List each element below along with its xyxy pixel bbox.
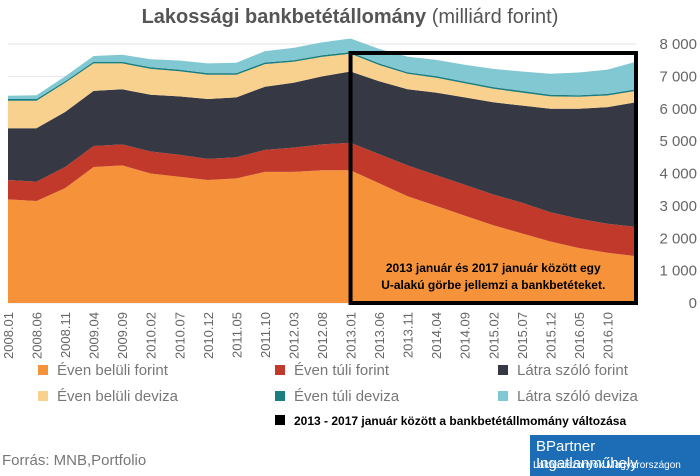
legend-swatch: [275, 415, 285, 425]
legend-item: 2013 - 2017 január között a bankbetétáll…: [275, 414, 626, 428]
highlight-box: [348, 51, 638, 305]
legend-label: Látra szóló forint: [517, 362, 628, 379]
y-tick-label: 8 000: [659, 36, 697, 53]
legend-swatch: [498, 365, 508, 375]
source-note: Forrás: MNB,Portfolio: [2, 452, 147, 469]
y-tick-label: 1 000: [659, 263, 697, 280]
x-tick-label: 2009.04: [87, 312, 102, 359]
x-tick-label: 2013.11: [401, 312, 416, 358]
x-tick-label: 2013.06: [372, 312, 387, 359]
x-tick-label: 2008.11: [58, 312, 73, 358]
brand-name: BPartner Ingatlanműhely: [536, 438, 638, 472]
x-tick-label: 2011.05: [229, 312, 244, 358]
x-tick-label: 2010.02: [144, 312, 159, 359]
x-tick-label: 2011.10: [258, 312, 273, 358]
legend-label: Látra szóló deviza: [517, 388, 638, 405]
series-area: [8, 142, 636, 257]
x-tick-label: 2016.10: [600, 312, 615, 359]
legend-label: Éven túli forint: [294, 362, 390, 379]
annotation-text: 2013 január és 2017 január között egy: [386, 261, 601, 275]
x-tick-label: 2010.07: [172, 312, 187, 359]
brand-tagline: Lakásviszonyok Magyarországon: [533, 460, 681, 471]
y-tick-label: 6 000: [659, 101, 697, 118]
x-tick-label: 2015.02: [486, 312, 501, 359]
legend-item: Éven belüli forint: [38, 362, 168, 379]
legend-item: Látra szóló deviza: [498, 388, 638, 405]
legend-item: Látra szóló forint: [498, 362, 628, 379]
x-tick-label: 2013.01: [344, 312, 359, 359]
x-tick-label: 2016.05: [572, 312, 587, 359]
legend-swatch: [38, 365, 48, 375]
legend-swatch: [38, 391, 48, 401]
brand-logo: BPartner Ingatlanműhely Lakásviszonyok M…: [530, 435, 700, 476]
legend-item: Éven túli forint: [275, 362, 389, 379]
x-tick-label: 2009.09: [115, 312, 130, 359]
x-tick-label: 2010.12: [201, 312, 216, 359]
y-tick-label: 5 000: [659, 133, 697, 150]
x-tick-label: 2015.07: [515, 312, 530, 359]
series-area: [8, 53, 636, 129]
annotation-text: U-alakú görbe jellemzi a bankbetéteket.: [381, 278, 605, 292]
series-area: [8, 71, 636, 227]
x-tick-label: 2008.01: [1, 312, 16, 359]
y-tick-label: 3 000: [659, 198, 697, 215]
x-tick-label: 2008.06: [30, 312, 45, 359]
y-tick-label: 0: [689, 295, 697, 312]
legend-swatch: [275, 391, 285, 401]
y-tick-label: 4 000: [659, 166, 697, 183]
legend-swatch: [498, 391, 508, 401]
legend-swatch: [275, 365, 285, 375]
chart-title-main: Lakossági bankbetétállomány: [141, 6, 427, 28]
y-tick-label: 2 000: [659, 230, 697, 247]
x-tick-label: 2014.04: [429, 312, 444, 359]
series-area: [8, 52, 636, 101]
x-tick-label: 2012.03: [286, 312, 301, 359]
series-area: [8, 38, 636, 99]
chart-title-unit: (milliárd forint): [426, 6, 559, 28]
x-tick-label: 2012.08: [315, 312, 330, 359]
y-tick-label: 7 000: [659, 68, 697, 85]
chart-title: Lakossági bankbetétállomány (milliárd fo…: [0, 6, 700, 29]
stacked-area-chart: 2013 január és 2017 január között egy U-a…: [1, 36, 697, 359]
legend-label: Éven túli deviza: [294, 388, 400, 405]
series-area: [8, 165, 636, 303]
legend-item: Éven túli deviza: [275, 388, 399, 405]
legend-label: Éven belüli deviza: [57, 388, 178, 405]
x-tick-label: 2015.12: [543, 312, 558, 359]
x-tick-label: 2014.09: [458, 312, 473, 359]
legend-label: Éven belüli forint: [57, 362, 168, 379]
legend-label: 2013 - 2017 január között a bankbetétáll…: [294, 414, 627, 428]
legend-item: Éven belüli deviza: [38, 388, 178, 405]
